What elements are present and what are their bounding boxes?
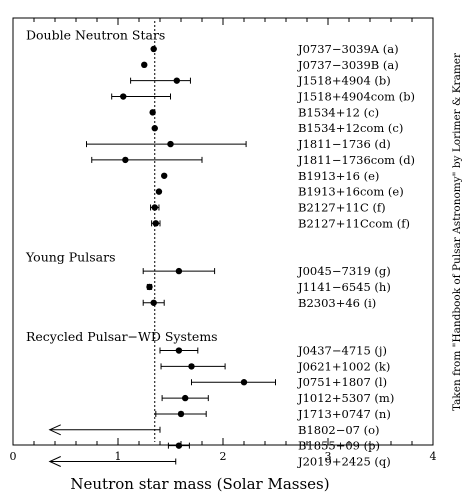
mass-marker	[141, 61, 148, 69]
mass-marker	[151, 125, 158, 132]
data-point	[150, 204, 160, 211]
point-label: B1913+16com (e)	[298, 185, 404, 199]
x-axis-ticks-group: 0 1 2 3 4	[10, 18, 437, 463]
mass-marker	[173, 77, 180, 84]
mass-marker	[177, 410, 185, 418]
mass-marker	[149, 109, 156, 116]
x-axis-label: Neutron star mass (Solar Masses)	[70, 475, 329, 493]
data-point	[151, 220, 161, 227]
data-point	[142, 267, 216, 275]
point-label: B1913+16 (e)	[298, 169, 379, 183]
section-titles-group: Double Neutron Stars Young Pulsars Recycle…	[25, 28, 218, 345]
point-label: J1811−1736com (d)	[297, 153, 415, 167]
point-label: B2127+11Ccom (f)	[298, 216, 410, 230]
data-point	[130, 77, 191, 84]
point-label: J0737−3039B (a)	[297, 58, 399, 72]
point-label: B1534+12com (c)	[298, 121, 403, 135]
data-point	[91, 156, 203, 164]
data-point	[159, 347, 199, 354]
point-label: B1855+09 (p)	[298, 439, 380, 453]
x-tick-label: 4	[430, 450, 437, 463]
source-credit: Taken from "Handbook of Pulsar Astronomy…	[451, 52, 463, 411]
data-point	[111, 93, 171, 100]
data-point	[191, 379, 276, 386]
point-label: J0045−7319 (g)	[297, 264, 391, 278]
point-label: J1012+5307 (m)	[297, 391, 394, 405]
mass-marker	[146, 283, 153, 291]
data-point	[161, 172, 168, 179]
point-label: B1802−07 (o)	[298, 423, 380, 437]
upper-limit-arrow	[48, 424, 61, 436]
data-point	[160, 363, 226, 370]
mass-marker	[175, 267, 183, 275]
mass-marker	[122, 156, 129, 164]
mass-marker	[120, 93, 127, 100]
data-point	[149, 109, 156, 116]
point-label: J1518+4904com (b)	[297, 90, 415, 104]
mass-marker	[175, 347, 183, 354]
point-label: J0737−3039A (a)	[297, 42, 399, 56]
mass-marker	[182, 394, 189, 402]
data-point	[155, 410, 207, 418]
x-tick-label: 0	[10, 450, 17, 463]
data-point	[48, 424, 161, 436]
upper-limit-arrow	[48, 456, 61, 467]
point-label: J2019+2425 (q)	[297, 454, 391, 468]
data-point	[142, 299, 165, 306]
section-title: Double Neutron Stars	[26, 28, 165, 43]
data-point	[146, 283, 153, 291]
x-tick-label: 3	[325, 450, 332, 463]
mass-marker	[150, 45, 157, 53]
mass-marker	[167, 140, 174, 148]
data-point	[150, 45, 157, 53]
point-label: J1518+4904 (b)	[297, 74, 391, 88]
data-point	[161, 394, 209, 402]
point-label: B2303+46 (i)	[298, 296, 376, 310]
mass-marker	[155, 188, 163, 195]
x-tick-label: 2	[220, 450, 227, 463]
data-point	[86, 140, 247, 148]
mass-marker	[188, 363, 195, 370]
mass-marker	[150, 299, 157, 306]
section-title: Recycled Pulsar−WD Systems	[26, 329, 218, 344]
data-point	[141, 61, 148, 69]
data-point	[155, 188, 163, 195]
data-point	[151, 125, 158, 132]
point-label: J0751+1807 (l)	[297, 375, 387, 389]
point-label: J1141−6545 (h)	[297, 280, 391, 294]
x-tick-label: 1	[115, 450, 122, 463]
point-label: B2127+11C (f)	[298, 200, 386, 214]
mass-marker	[152, 220, 159, 227]
point-label: B1534+12 (c)	[298, 105, 379, 119]
point-label: J1811−1736 (d)	[297, 137, 391, 151]
data-point	[167, 442, 190, 449]
mass-marker	[161, 172, 168, 179]
data-point	[48, 456, 177, 467]
section-title: Young Pulsars	[25, 250, 115, 265]
mass-marker	[240, 379, 248, 386]
point-labels-group: J0737−3039A (a) J0737−3039B (a) J1518+4904…	[297, 42, 415, 469]
point-label: J1713+0747 (n)	[297, 407, 391, 421]
point-label: J0621+1002 (k)	[297, 359, 390, 373]
mass-marker	[151, 204, 158, 211]
point-label: J0437−4715 (j)	[297, 344, 387, 358]
